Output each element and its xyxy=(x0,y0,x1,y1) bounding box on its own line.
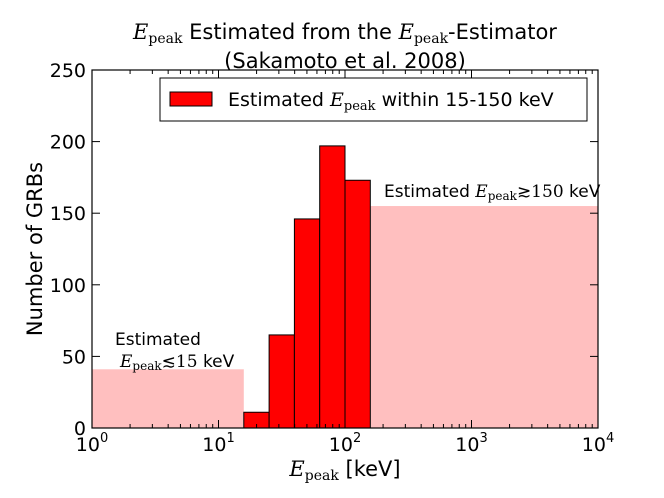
title-sub-2: peak xyxy=(414,31,449,47)
annotation-low-unit: keV xyxy=(203,352,235,372)
legend-sub: peak xyxy=(344,99,376,114)
annotation-high-unit: keV xyxy=(569,182,601,202)
histogram-bar-2 xyxy=(293,218,321,429)
annotation-high-var: E xyxy=(474,182,488,202)
y-tick-label-4: 200 xyxy=(50,132,86,154)
bars-layer xyxy=(92,145,598,429)
y-tick-label-2: 100 xyxy=(50,275,86,297)
legend-prefix: Estimated xyxy=(228,89,324,111)
legend-box xyxy=(159,77,588,122)
xlabel-var: E xyxy=(288,457,304,481)
annotation-high-prefix: Estimated xyxy=(384,182,470,202)
chart-subtitle: (Sakamoto et al. 2008) xyxy=(224,49,466,73)
histogram-bar-4 xyxy=(344,179,371,429)
histogram-bar-3 xyxy=(319,145,346,429)
title-main: Estimated from the xyxy=(189,20,392,44)
annotation-low-var: E xyxy=(119,352,133,372)
ticks-layer: 0 50 100 150 200 250 100 101 102 103 104 xyxy=(50,60,615,456)
x-tick-label-3: 103 xyxy=(455,431,487,456)
x-axis-label: Epeak [keV] xyxy=(288,457,400,484)
annotation-low-sub: peak xyxy=(132,359,162,373)
shaded-region-low xyxy=(92,369,244,428)
title-var: E xyxy=(132,20,148,44)
annotation-low-line1: Estimated xyxy=(115,330,201,350)
title-suffix: -Estimator xyxy=(448,20,557,44)
x-tick-label-4: 104 xyxy=(582,431,614,456)
y-axis-label: Number of GRBs xyxy=(23,162,47,336)
x-tick-label-2: 102 xyxy=(329,431,361,456)
x-tick-label-0: 100 xyxy=(76,431,108,456)
y-tick-label-5: 250 xyxy=(50,60,86,82)
legend-label: Estimated Epeak within 15-150 keV xyxy=(228,89,554,114)
y-tick-label-0: 0 xyxy=(74,418,86,440)
annotation-high-sub: peak xyxy=(488,189,518,203)
title-sub: peak xyxy=(148,31,183,47)
legend-swatch xyxy=(169,91,213,107)
chart-title: Epeak Estimated from the Epeak-Estimator xyxy=(132,20,557,47)
histogram-bar-1 xyxy=(268,334,295,429)
legend-suffix: within 15-150 keV xyxy=(382,89,554,111)
title-var-2: E xyxy=(398,20,414,44)
annotation-high-rel: ≳150 xyxy=(517,182,564,202)
xlabel-sub: peak xyxy=(305,468,340,484)
y-tick-label-1: 50 xyxy=(62,346,86,368)
legend: Estimated Epeak within 15-150 keV xyxy=(159,77,588,122)
y-tick-label-3: 150 xyxy=(50,203,86,225)
annotation-low-rel: ≲15 xyxy=(162,352,198,372)
axes-frame xyxy=(91,69,599,429)
xlabel-unit: [keV] xyxy=(346,457,401,481)
shaded-region-high xyxy=(370,206,598,428)
annotation-high: Estimated Epeak≳150 keV xyxy=(384,182,601,203)
legend-var: E xyxy=(329,89,344,111)
x-tick-label-1: 101 xyxy=(202,431,234,456)
annotation-low-line2: Epeak≲15 keV xyxy=(119,352,235,373)
